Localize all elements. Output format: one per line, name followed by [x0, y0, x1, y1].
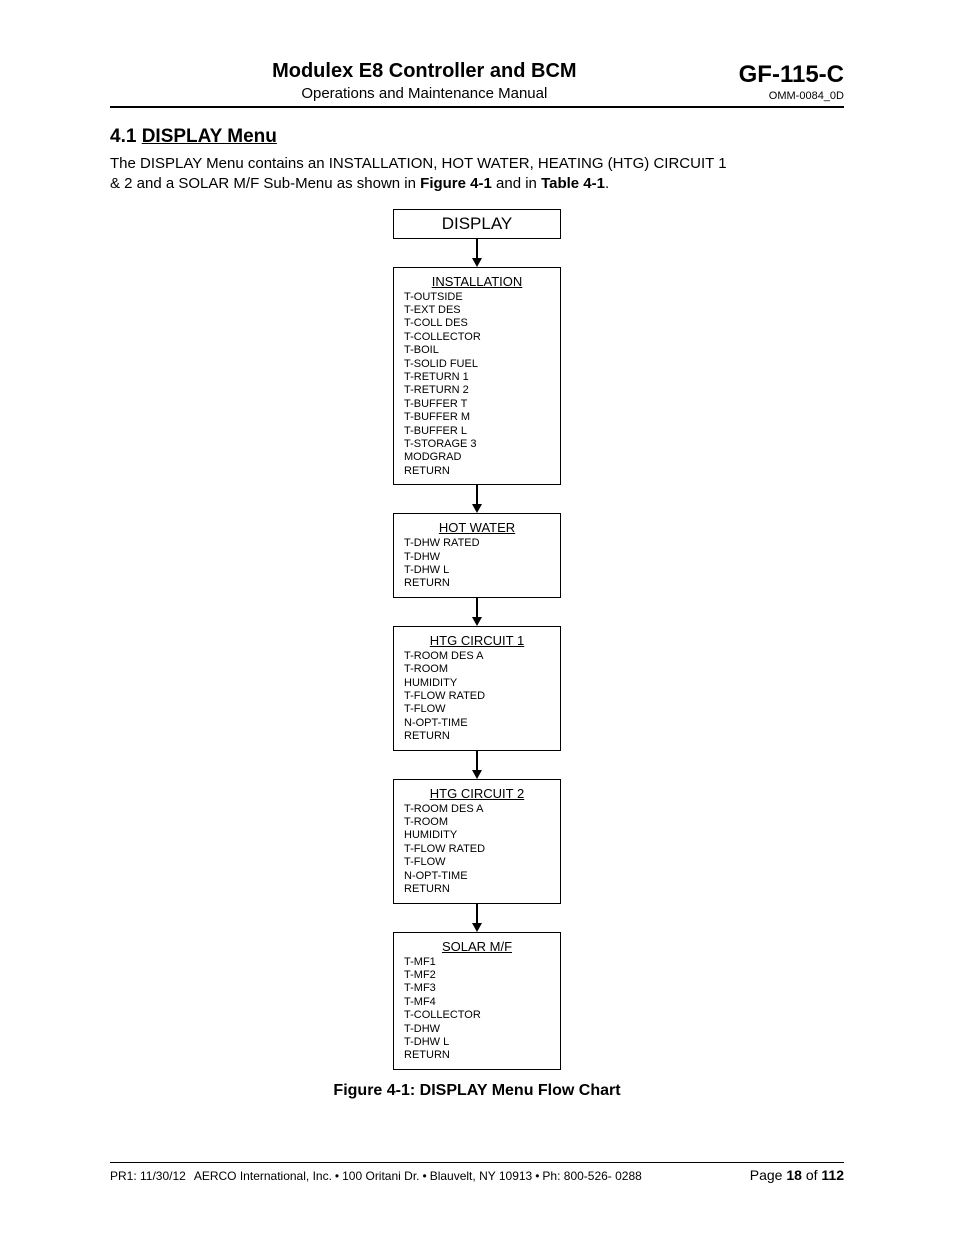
flowchart-item: T-MF2 [404, 969, 550, 982]
footer-page-of: of [802, 1167, 821, 1183]
doc-code: GF-115-C [739, 61, 844, 89]
flowchart-item: T-FLOW [404, 856, 550, 869]
footer-rule [110, 1162, 844, 1163]
flowchart-item: T-OUTSIDE [404, 291, 550, 304]
footer-rev: PR1: 11/30/12 [110, 1169, 186, 1183]
figure-caption: Figure 4-1: DISPLAY Menu Flow Chart [110, 1082, 844, 1100]
flowchart-item: T-DHW [404, 551, 550, 564]
flowchart-item: RETURN [404, 730, 550, 743]
flowchart-arrow [472, 485, 482, 513]
flowchart-item: RETURN [404, 883, 550, 896]
flowchart-item: T-DHW L [404, 564, 550, 577]
footer-page-label: Page [750, 1167, 787, 1183]
flowchart-item: MODGRAD [404, 451, 550, 464]
flowchart-item: T-COLLECTOR [404, 331, 550, 344]
footer-company-info: AERCO International, Inc.•100 Oritani Dr… [186, 1169, 750, 1183]
flowchart-arrow [472, 598, 482, 626]
doc-title: Modulex E8 Controller and BCM [110, 60, 739, 83]
footer-addr2: Blauvelt, NY 10913 [430, 1169, 533, 1183]
footer-company: AERCO International, Inc. [194, 1169, 332, 1183]
flowchart-node-items: T-DHW RATED T-DHW T-DHW L RETURN [404, 537, 550, 591]
section-body: The DISPLAY Menu contains an INSTALLATIO… [110, 154, 844, 195]
footer-page-num: 18 [786, 1167, 802, 1183]
flowchart-root-box: DISPLAY [393, 209, 561, 239]
flowchart-item: T-RETURN 1 [404, 371, 550, 384]
flowchart-node-hotwater: HOT WATER T-DHW RATED T-DHW T-DHW L RETU… [393, 513, 561, 598]
flowchart-item: HUMIDITY [404, 829, 550, 842]
flowchart-item: T-MF3 [404, 982, 550, 995]
header-title-block: Modulex E8 Controller and BCM Operations… [110, 60, 739, 102]
body-line-1: The DISPLAY Menu contains an INSTALLATIO… [110, 155, 727, 172]
section-heading: 4.1 DISPLAY Menu [110, 126, 844, 148]
flowchart-node-title: HTG CIRCUIT 2 [404, 786, 550, 801]
flowchart-item: T-ROOM [404, 663, 550, 676]
body-ref-table: Table 4-1 [541, 175, 605, 192]
page-footer: PR1: 11/30/12 AERCO International, Inc.•… [110, 1162, 844, 1183]
flowchart-item: T-RETURN 2 [404, 384, 550, 397]
flowchart-arrow [472, 751, 482, 779]
flowchart-node-items: T-ROOM DES A T-ROOM HUMIDITY T-FLOW RATE… [404, 650, 550, 744]
flowchart-item: T-EXT DES [404, 304, 550, 317]
flowchart-item: RETURN [404, 577, 550, 590]
flowchart-item: T-COLLECTOR [404, 1009, 550, 1022]
footer-page: Page 18 of 112 [750, 1167, 844, 1183]
flowchart-node-title: HOT WATER [404, 520, 550, 535]
flowchart-item: T-DHW RATED [404, 537, 550, 550]
flowchart-node-items: T-ROOM DES A T-ROOM HUMIDITY T-FLOW RATE… [404, 803, 550, 897]
flowchart-item: T-DHW [404, 1023, 550, 1036]
footer-page-total: 112 [821, 1167, 844, 1183]
body-line-2e: . [605, 175, 609, 192]
flowchart-item: RETURN [404, 465, 550, 478]
footer-row: PR1: 11/30/12 AERCO International, Inc.•… [110, 1167, 844, 1183]
flowchart-node-htg2: HTG CIRCUIT 2 T-ROOM DES A T-ROOM HUMIDI… [393, 779, 561, 904]
section-title: DISPLAY Menu [142, 126, 277, 147]
footer-addr1: 100 Oritani Dr. [342, 1169, 419, 1183]
flowchart-item: T-FLOW RATED [404, 843, 550, 856]
flowchart-item: T-ROOM [404, 816, 550, 829]
flowchart-node-items: T-MF1 T-MF2 T-MF3 T-MF4 T-COLLECTOR T-DH… [404, 956, 550, 1063]
flowchart-item: T-MF1 [404, 956, 550, 969]
flowchart-item: N-OPT-TIME [404, 717, 550, 730]
header-rule [110, 106, 844, 108]
header-code-block: GF-115-C OMM-0084_0D [739, 61, 844, 102]
doc-subtitle: Operations and Maintenance Manual [110, 85, 739, 102]
flowchart-item: N-OPT-TIME [404, 870, 550, 883]
flowchart-arrow [472, 904, 482, 932]
flowchart-item: T-ROOM DES A [404, 803, 550, 816]
display-menu-flowchart: DISPLAY INSTALLATION T-OUTSIDE T-EXT DES… [110, 209, 844, 1070]
footer-phone: Ph: 800-526- 0288 [542, 1169, 641, 1183]
flowchart-item: T-STORAGE 3 [404, 438, 550, 451]
flowchart-item: T-FLOW RATED [404, 690, 550, 703]
flowchart-node-solar: SOLAR M/F T-MF1 T-MF2 T-MF3 T-MF4 T-COLL… [393, 932, 561, 1070]
flowchart-node-title: HTG CIRCUIT 1 [404, 633, 550, 648]
doc-revision: OMM-0084_0D [739, 90, 844, 102]
flowchart-item: T-COLL DES [404, 317, 550, 330]
flowchart-item: T-MF4 [404, 996, 550, 1009]
flowchart-item: T-FLOW [404, 703, 550, 716]
flowchart-node-title: SOLAR M/F [404, 939, 550, 954]
body-line-2a: & 2 and a SOLAR M/F Sub-Menu as shown in [110, 175, 420, 192]
flowchart-item: T-DHW L [404, 1036, 550, 1049]
flowchart-item: RETURN [404, 1049, 550, 1062]
flowchart-item: T-BUFFER T [404, 398, 550, 411]
flowchart-node-installation: INSTALLATION T-OUTSIDE T-EXT DES T-COLL … [393, 267, 561, 486]
flowchart-item: T-BUFFER M [404, 411, 550, 424]
body-line-2c: and in [492, 175, 541, 192]
flowchart-node-title: INSTALLATION [404, 274, 550, 289]
flowchart-arrow [472, 239, 482, 267]
flowchart-item: T-BOIL [404, 344, 550, 357]
flowchart-item: T-ROOM DES A [404, 650, 550, 663]
flowchart-node-htg1: HTG CIRCUIT 1 T-ROOM DES A T-ROOM HUMIDI… [393, 626, 561, 751]
flowchart-item: HUMIDITY [404, 677, 550, 690]
body-ref-figure: Figure 4-1 [420, 175, 492, 192]
page-header: Modulex E8 Controller and BCM Operations… [110, 60, 844, 102]
flowchart-item: T-BUFFER L [404, 425, 550, 438]
flowchart-root-label: DISPLAY [442, 214, 513, 233]
flowchart-node-items: T-OUTSIDE T-EXT DES T-COLL DES T-COLLECT… [404, 291, 550, 479]
flowchart-item: T-SOLID FUEL [404, 358, 550, 371]
section-number: 4.1 [110, 126, 136, 147]
